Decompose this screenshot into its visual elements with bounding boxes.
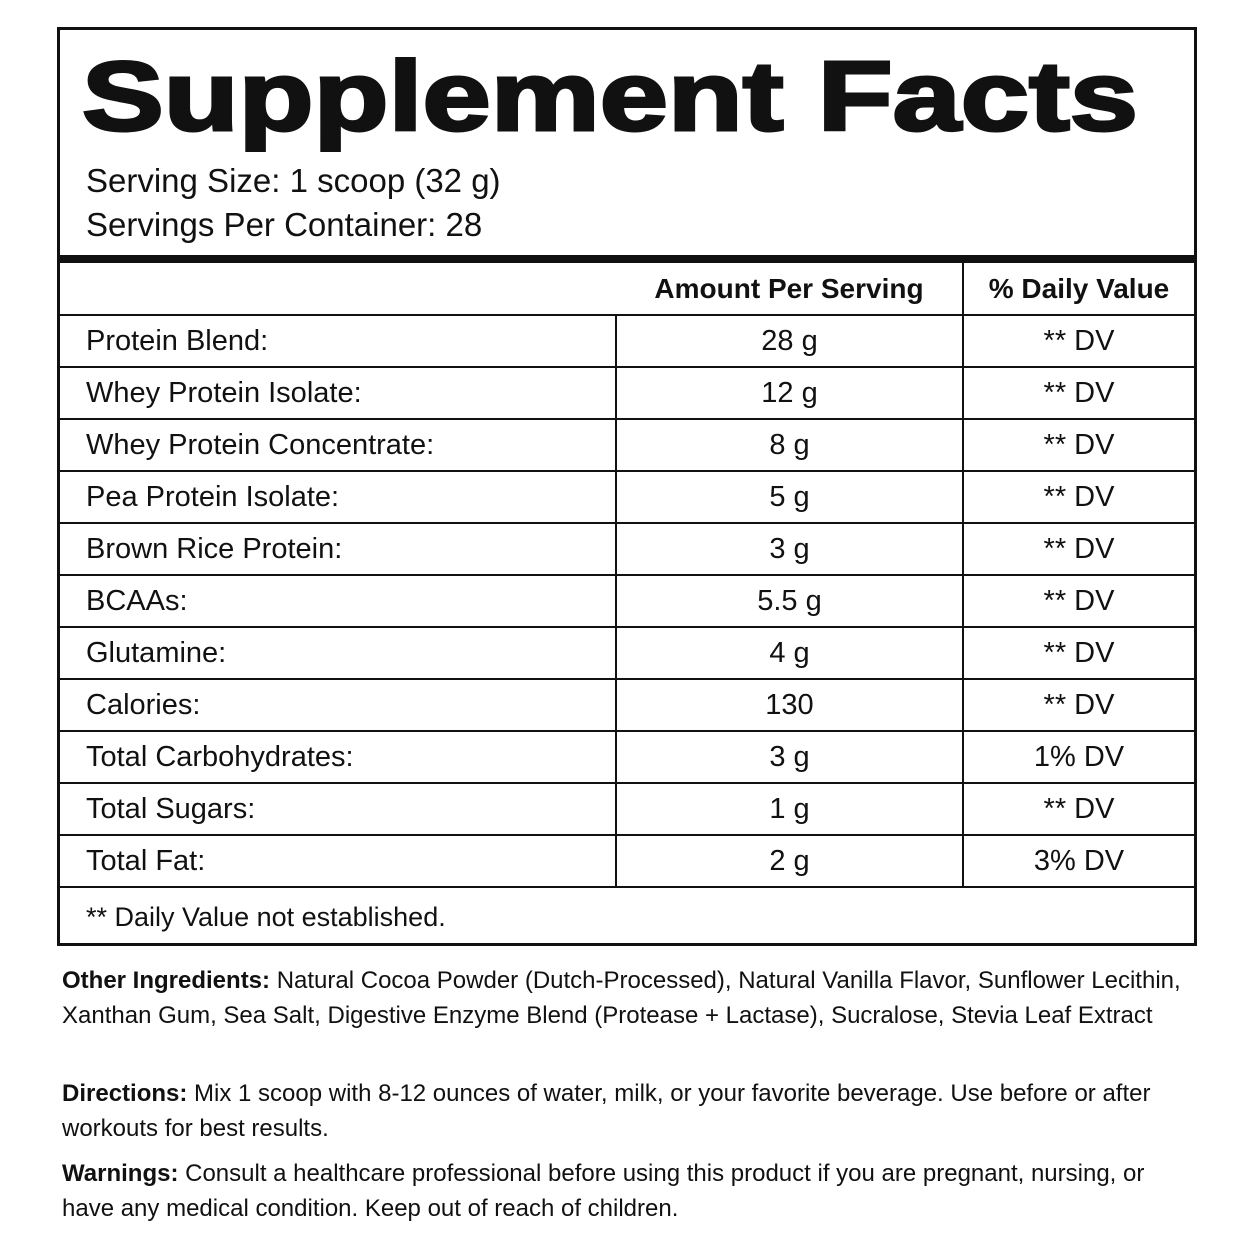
cell: 1 g xyxy=(615,783,963,836)
section-text: Mix 1 scoop with 8-12 ounces of water, m… xyxy=(62,1080,1151,1142)
header-cell: Amount Per Serving xyxy=(616,263,963,316)
section: Other Ingredients: Natural Cocoa Powder … xyxy=(62,963,1182,1033)
row: Brown Rice Protein: 3 g ** DV xyxy=(60,523,1194,576)
section-text: Natural Cocoa Powder (Dutch-Processed), … xyxy=(62,967,1181,1029)
row: Whey Protein Concentrate: 8 g ** DV xyxy=(60,419,1194,472)
cell: ** DV xyxy=(962,575,1194,628)
cell: ** DV xyxy=(962,783,1194,836)
cell: 28 g xyxy=(615,315,963,368)
title: Supplement Facts xyxy=(82,42,1138,151)
cell: ** DV xyxy=(962,315,1194,368)
cell: 2 g xyxy=(615,835,963,888)
serving-size: Serving Size: 1 scoop (32 g) xyxy=(86,162,501,199)
row: Glutamine: 4 g ** DV xyxy=(60,627,1194,680)
cell: 5 g xyxy=(615,471,963,524)
header-row: Amount Per Serving% Daily Value xyxy=(60,263,1194,316)
cell: 1% DV xyxy=(962,731,1194,784)
section-label: Warnings: xyxy=(62,1160,179,1187)
row: Whey Protein Isolate: 12 g ** DV xyxy=(60,367,1194,420)
header-cell xyxy=(60,263,616,316)
cell: ** DV xyxy=(962,523,1194,576)
row: BCAAs: 5.5 g ** DV xyxy=(60,575,1194,628)
cell: Whey Protein Isolate: xyxy=(60,367,616,420)
cell: 4 g xyxy=(615,627,963,680)
cell: Glutamine: xyxy=(60,627,616,680)
cell: ** DV xyxy=(962,627,1194,680)
servings-per-container: Servings Per Container: 28 xyxy=(86,206,483,243)
footnote: ** Daily Value not established. xyxy=(86,902,446,932)
cell: Total Fat: xyxy=(60,835,616,888)
cell: 3 g xyxy=(615,731,963,784)
cell: BCAAs: xyxy=(60,575,616,628)
cell: Whey Protein Concentrate: xyxy=(60,419,616,472)
cell: ** DV xyxy=(962,679,1194,732)
section: Directions: Mix 1 scoop with 8-12 ounces… xyxy=(62,1076,1182,1146)
facts-table: Amount Per Serving% Daily Value Protein B… xyxy=(60,263,1194,888)
section-label: Other Ingredients: xyxy=(62,967,271,994)
cell: 12 g xyxy=(615,367,963,420)
title-svg: Supplement Facts xyxy=(81,42,1140,152)
section: Warnings: Consult a healthcare professio… xyxy=(62,1156,1182,1226)
row: Total Fat: 2 g 3% DV xyxy=(60,835,1194,888)
row: Total Carbohydrates: 3 g 1% DV xyxy=(60,731,1194,784)
cell: 130 xyxy=(615,679,963,732)
row: Calories: 130 ** DV xyxy=(60,679,1194,732)
cell: Brown Rice Protein: xyxy=(60,523,616,576)
cell: ** DV xyxy=(962,471,1194,524)
cell: ** DV xyxy=(962,367,1194,420)
cell: Pea Protein Isolate: xyxy=(60,471,616,524)
cell: Calories: xyxy=(60,679,616,732)
section-text: Consult a healthcare professional before… xyxy=(62,1160,1145,1222)
header-cell: % Daily Value xyxy=(962,263,1194,316)
cell: Protein Blend: xyxy=(60,315,616,368)
row: Protein Blend: 28 g ** DV xyxy=(60,315,1194,368)
cell: 5.5 g xyxy=(615,575,963,628)
row: Pea Protein Isolate: 5 g ** DV xyxy=(60,471,1194,524)
cell: Total Sugars: xyxy=(60,783,616,836)
row: Total Sugars: 1 g ** DV xyxy=(60,783,1194,836)
facts-panel: Supplement Facts Serving Size: 1 scoop (… xyxy=(57,27,1197,946)
divider xyxy=(60,255,1194,263)
cell: 8 g xyxy=(615,419,963,472)
cell: ** DV xyxy=(962,419,1194,472)
cell: 3% DV xyxy=(962,835,1194,888)
cell: Total Carbohydrates: xyxy=(60,731,616,784)
cell: 3 g xyxy=(615,523,963,576)
section-label: Directions: xyxy=(62,1080,188,1107)
